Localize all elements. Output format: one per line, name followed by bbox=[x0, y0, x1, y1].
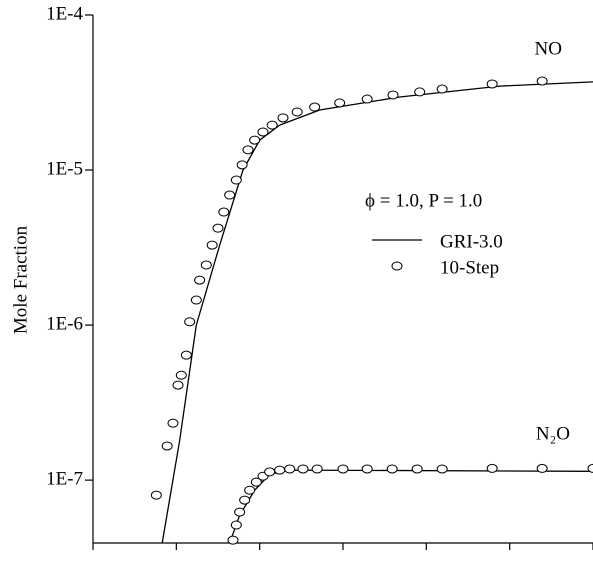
point bbox=[212, 223, 224, 233]
point bbox=[386, 464, 398, 474]
point bbox=[436, 84, 448, 94]
y-tick-label: 1E-5 bbox=[46, 158, 83, 179]
point bbox=[206, 240, 218, 250]
point bbox=[387, 90, 399, 100]
legend-label: GRI-3.0 bbox=[440, 231, 503, 252]
point bbox=[242, 145, 254, 155]
point bbox=[337, 464, 349, 474]
point bbox=[361, 464, 373, 474]
point bbox=[175, 370, 187, 380]
annotation: NO bbox=[535, 38, 562, 59]
point bbox=[309, 102, 321, 112]
point bbox=[218, 207, 230, 217]
point bbox=[274, 465, 286, 475]
point bbox=[161, 441, 173, 451]
point bbox=[230, 175, 242, 185]
point bbox=[266, 120, 278, 130]
point bbox=[361, 94, 373, 104]
point bbox=[150, 490, 162, 500]
point bbox=[334, 98, 346, 108]
point bbox=[587, 463, 593, 473]
point bbox=[436, 464, 448, 474]
point bbox=[249, 135, 261, 145]
point bbox=[167, 418, 179, 428]
point bbox=[536, 76, 548, 86]
point bbox=[486, 79, 498, 89]
point bbox=[227, 535, 239, 545]
point bbox=[180, 350, 192, 360]
point bbox=[257, 127, 269, 137]
line bbox=[161, 81, 593, 544]
y-tick-label: 1E-4 bbox=[46, 3, 83, 24]
point bbox=[234, 507, 246, 517]
line bbox=[229, 469, 593, 544]
y-tick-label: 1E-6 bbox=[46, 313, 83, 334]
annotation: N₂O bbox=[536, 423, 570, 444]
legend-label: 10-Step bbox=[440, 257, 499, 278]
point bbox=[224, 190, 236, 200]
point bbox=[277, 113, 289, 123]
point bbox=[236, 160, 248, 170]
point bbox=[244, 485, 256, 495]
legend-swatch bbox=[391, 261, 403, 271]
point bbox=[486, 463, 498, 473]
point bbox=[184, 317, 196, 327]
point bbox=[311, 464, 323, 474]
point bbox=[414, 87, 426, 97]
point bbox=[230, 520, 242, 530]
legend-title: ϕ = 1.0, P = 1.0 bbox=[365, 190, 482, 211]
point bbox=[536, 463, 548, 473]
point bbox=[291, 107, 303, 117]
point bbox=[284, 464, 296, 474]
point bbox=[239, 495, 251, 505]
point bbox=[297, 464, 309, 474]
point bbox=[190, 295, 202, 305]
point bbox=[172, 380, 184, 390]
point bbox=[250, 477, 262, 487]
point bbox=[264, 467, 276, 477]
point bbox=[194, 275, 206, 285]
y-tick-label: 1E-7 bbox=[46, 468, 83, 489]
point bbox=[200, 260, 212, 270]
point bbox=[411, 464, 423, 474]
y-axis-label: Mole Fraction bbox=[10, 225, 31, 334]
